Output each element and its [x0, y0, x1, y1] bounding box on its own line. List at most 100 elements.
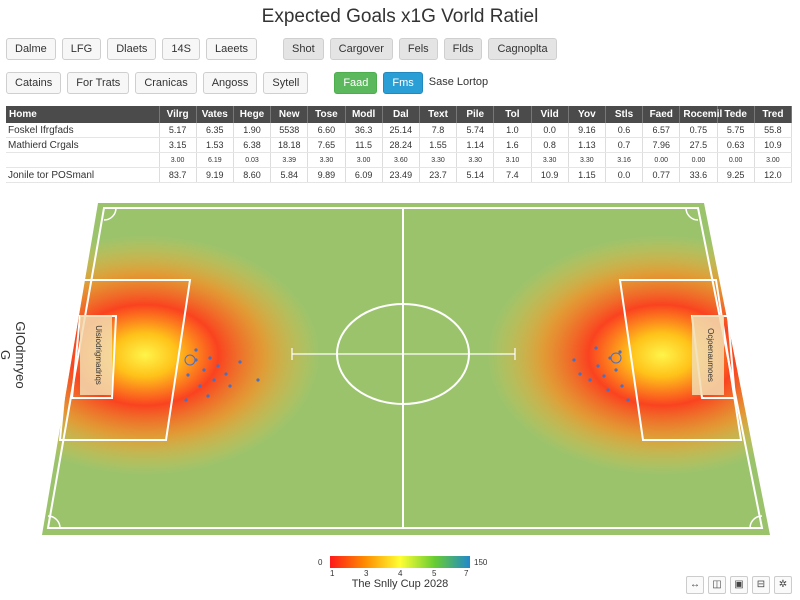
table-cell: 8.60: [233, 167, 272, 183]
table-cell: 3.30: [307, 152, 346, 168]
option-button-5[interactable]: Sytell: [263, 72, 309, 94]
table-row[interactable]: Jonile tor POSmanl 83.7 9.19 8.60 5.84 9.89 6.…: [6, 167, 793, 183]
column-header[interactable]: Vilrg: [159, 106, 197, 123]
column-header[interactable]: Tose: [307, 106, 346, 123]
filter-button-2[interactable]: LFG: [61, 38, 102, 60]
table-cell: 5.84: [270, 167, 309, 183]
save-icon[interactable]: ⊟: [752, 576, 770, 594]
table-cell: 0.75: [679, 123, 718, 138]
table-cell: 0.7: [605, 137, 644, 153]
table-cell: 1.13: [568, 137, 606, 153]
column-header[interactable]: Hege: [233, 106, 272, 123]
column-header[interactable]: Faed: [642, 106, 681, 123]
filter-button-1[interactable]: Dalme: [6, 38, 56, 60]
column-header[interactable]: Rocemil: [679, 106, 722, 123]
filter-button-3[interactable]: Dlaets: [107, 38, 157, 60]
table-cell: 3.30: [419, 152, 458, 168]
table-cell: 55.8: [754, 123, 793, 138]
table-cell: 6.19: [196, 152, 234, 168]
table-cell: 5538: [270, 123, 309, 138]
column-header[interactable]: Vild: [531, 106, 569, 123]
colorbar-max-label: 150: [474, 558, 488, 567]
flds-button[interactable]: Flds: [443, 38, 483, 60]
column-header[interactable]: Tol: [493, 106, 532, 123]
row-name: Foskel Ifrgfads: [6, 123, 160, 138]
shot-button[interactable]: Shot: [283, 38, 324, 60]
option-button-3[interactable]: Cranicas: [135, 72, 197, 94]
fms-button[interactable]: Fms: [383, 72, 423, 94]
photo-icon[interactable]: ◫: [708, 576, 726, 594]
column-header[interactable]: Pile: [456, 106, 495, 123]
filter-button-4[interactable]: 14S: [162, 38, 200, 60]
table-cell: 6.38: [233, 137, 272, 153]
table-cell: 6.60: [307, 123, 346, 138]
table-cell: 3.30: [531, 152, 569, 168]
table-header-row: Home Vilrg Vates Hege New Tose Modl Dal Text Pile…: [6, 106, 793, 123]
table-cell: 3.00: [159, 152, 197, 168]
y-axis-label: GIOdmryeo G: [0, 321, 28, 389]
page-title: Expected Goals x1G Vorld Ratiel: [261, 6, 539, 27]
column-header[interactable]: Vates: [196, 106, 234, 123]
shot-marker-highlight-left: [184, 354, 196, 366]
column-header[interactable]: Tred: [754, 106, 793, 123]
table-cell: 3.30: [568, 152, 606, 168]
cargover-button[interactable]: Cargover: [329, 38, 393, 60]
table-cell: 6.09: [345, 167, 383, 183]
table-cell: 1.53: [196, 137, 234, 153]
table-cell: 6.57: [642, 123, 681, 138]
table-row[interactable]: Mathierd Crgals 3.15 1.53 6.38 18.18 7.65 11.5…: [6, 137, 793, 153]
column-header[interactable]: Tede: [717, 106, 755, 123]
image-icon[interactable]: ▣: [730, 576, 748, 594]
plot-tools: ↔ ◫ ▣ ⊟ ✲: [686, 576, 792, 594]
table-cell: 0.0: [605, 167, 644, 183]
column-header[interactable]: Stls: [605, 106, 644, 123]
table-cell: 3.60: [382, 152, 420, 168]
table-cell: 23.7: [419, 167, 458, 183]
table-cell: 1.14: [456, 137, 495, 153]
reset-icon[interactable]: ↔: [686, 576, 704, 594]
table-cell: 3.15: [159, 137, 197, 153]
fels-button[interactable]: Fels: [398, 38, 438, 60]
table-cell: 3.16: [605, 152, 644, 168]
right-penalty-area: [618, 279, 743, 441]
left-goal: [80, 315, 112, 395]
table-cell: 3.39: [270, 152, 309, 168]
column-header[interactable]: New: [270, 106, 309, 123]
save-link[interactable]: Sase Lortop: [428, 76, 489, 88]
table-cell: 7.8: [419, 123, 458, 138]
table-cell: 9.89: [307, 167, 346, 183]
table-cell: 7.96: [642, 137, 681, 153]
pitch-boundary: [46, 207, 764, 529]
table-cell: 28.24: [382, 137, 420, 153]
filter-button-5[interactable]: Laeets: [205, 38, 257, 60]
stats-table: Home Vilrg Vates Hege New Tose Modl Dal Text Pile…: [6, 106, 793, 183]
table-cell: 7.4: [493, 167, 532, 183]
table-row[interactable]: 3.00 6.19 0.03 3.39 3.30 3.00 3.60 3.30 3.30 3.10…: [6, 152, 793, 168]
toolbar-primary: Dalme LFG Dlaets 14S Laeets Shot Cargove…: [6, 38, 557, 60]
table-cell: 1.15: [568, 167, 606, 183]
column-header[interactable]: Text: [419, 106, 458, 123]
column-header[interactable]: Home: [6, 106, 160, 123]
row-name: Mathierd Crgals: [6, 137, 160, 153]
column-header[interactable]: Dal: [382, 106, 420, 123]
table-cell: 1.6: [493, 137, 532, 153]
table-cell: 83.7: [159, 167, 197, 183]
table-row[interactable]: Foskel Ifrgfads 5.17 6.35 1.90 5538 6.60 36.3 2…: [6, 123, 793, 138]
colorbar-tick-3: 4: [398, 569, 403, 578]
load-button[interactable]: Faad: [334, 72, 378, 94]
settings-icon[interactable]: ✲: [774, 576, 792, 594]
option-button-4[interactable]: Angoss: [202, 72, 258, 94]
column-header[interactable]: Modl: [345, 106, 383, 123]
option-button-1[interactable]: Catains: [6, 72, 62, 94]
competition-caption: The Snlly Cup 2028: [351, 578, 449, 590]
table-cell: 9.16: [568, 123, 606, 138]
option-button-2[interactable]: For Trats: [67, 72, 130, 94]
colorbar-tick-4: 5: [432, 569, 437, 578]
table-cell: 5.75: [717, 123, 755, 138]
table-cell: 10.9: [754, 137, 793, 153]
table-cell: 11.5: [345, 137, 383, 153]
cagnoplta-button[interactable]: Cagnoplta: [488, 38, 557, 60]
table-cell: 9.25: [717, 167, 755, 183]
table-cell: 0.77: [642, 167, 681, 183]
column-header[interactable]: Yov: [568, 106, 606, 123]
